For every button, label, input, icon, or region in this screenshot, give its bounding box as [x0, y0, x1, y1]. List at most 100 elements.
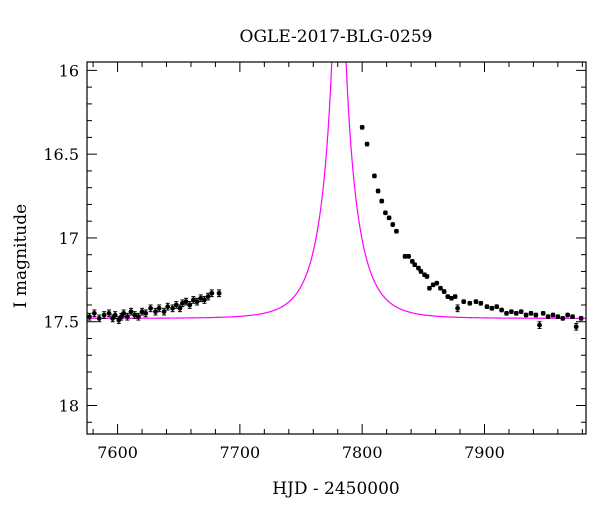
data-marker [116, 317, 122, 323]
y-tick-label: 16.5 [43, 145, 79, 164]
data-point [427, 285, 432, 291]
data-point [96, 314, 102, 323]
data-marker [427, 285, 432, 291]
data-marker [434, 280, 440, 286]
data-point [573, 322, 579, 331]
data-point [489, 305, 495, 311]
data-marker [390, 222, 396, 227]
data-point [106, 309, 112, 318]
data-point [452, 294, 458, 299]
data-marker [156, 305, 162, 311]
data-marker [455, 305, 460, 311]
data-point [550, 312, 556, 318]
data-point [455, 304, 460, 313]
data-point [578, 315, 584, 321]
data-point [156, 304, 162, 313]
data-point [87, 312, 92, 321]
y-axis-label: I magnitude [11, 204, 31, 308]
data-marker [402, 253, 408, 259]
data-marker [540, 310, 546, 316]
data-point [499, 307, 505, 313]
data-marker [183, 299, 189, 305]
data-point [406, 253, 412, 259]
data-marker [545, 314, 551, 320]
data-marker [494, 304, 500, 310]
data-marker [430, 282, 436, 288]
data-marker [179, 300, 185, 306]
data-point [198, 294, 204, 303]
data-point [412, 262, 418, 268]
data-point [179, 299, 185, 308]
data-marker [364, 141, 370, 147]
data-point [112, 311, 118, 319]
data-point [434, 280, 440, 286]
data-point [139, 307, 145, 316]
data-marker [565, 312, 571, 318]
data-marker [135, 314, 141, 320]
x-axis-label: HJD - 2450000 [272, 479, 400, 499]
data-point [565, 312, 571, 318]
data-marker [202, 297, 207, 303]
data-marker [441, 289, 447, 294]
data-point [216, 289, 222, 298]
data-marker [555, 314, 561, 320]
data-marker [148, 305, 153, 311]
data-marker [513, 310, 519, 316]
data-marker [110, 315, 116, 321]
data-point [191, 296, 196, 304]
data-point [101, 311, 107, 319]
data-point [143, 309, 149, 318]
data-point [386, 215, 392, 221]
data-marker [508, 309, 514, 315]
data-point [478, 300, 484, 306]
data-point [533, 312, 539, 318]
data-point [570, 314, 575, 320]
data-point [394, 228, 399, 234]
data-point [153, 307, 158, 316]
data-point [555, 314, 561, 320]
data-marker [570, 314, 575, 320]
data-point [132, 311, 138, 319]
data-point [513, 310, 519, 316]
model-curve [87, 62, 586, 319]
data-point [121, 309, 127, 318]
x-tick-label: 7700 [220, 443, 261, 462]
data-point [124, 312, 130, 321]
data-marker [484, 304, 490, 310]
data-marker [359, 124, 365, 130]
data-marker [438, 285, 443, 291]
data-point [135, 312, 141, 321]
data-marker [573, 324, 579, 330]
data-point [383, 210, 388, 216]
data-point [518, 309, 524, 315]
data-marker [504, 310, 509, 316]
data-marker [560, 315, 566, 321]
data-point [504, 310, 509, 316]
data-marker [499, 307, 505, 313]
data-marker [205, 294, 211, 299]
data-marker [473, 299, 479, 305]
data-point [540, 310, 546, 316]
data-point [402, 253, 408, 259]
data-marker [467, 300, 473, 306]
data-point [418, 269, 424, 274]
data-marker [489, 305, 495, 311]
data-point [445, 294, 451, 299]
data-marker [153, 309, 158, 315]
data-point [364, 141, 370, 147]
data-marker [424, 274, 430, 279]
data-marker [165, 304, 171, 310]
axis-ticks [87, 62, 586, 434]
data-marker [478, 300, 484, 306]
data-marker [528, 310, 534, 316]
data-marker [173, 302, 179, 308]
y-tick-label: 18 [59, 397, 79, 416]
data-point [424, 274, 430, 279]
data-marker [209, 290, 215, 296]
data-point [390, 222, 396, 227]
data-point [379, 198, 385, 204]
data-marker [198, 295, 204, 301]
x-tick-label: 7800 [342, 443, 383, 462]
data-point [110, 314, 116, 323]
data-marker [139, 309, 145, 315]
